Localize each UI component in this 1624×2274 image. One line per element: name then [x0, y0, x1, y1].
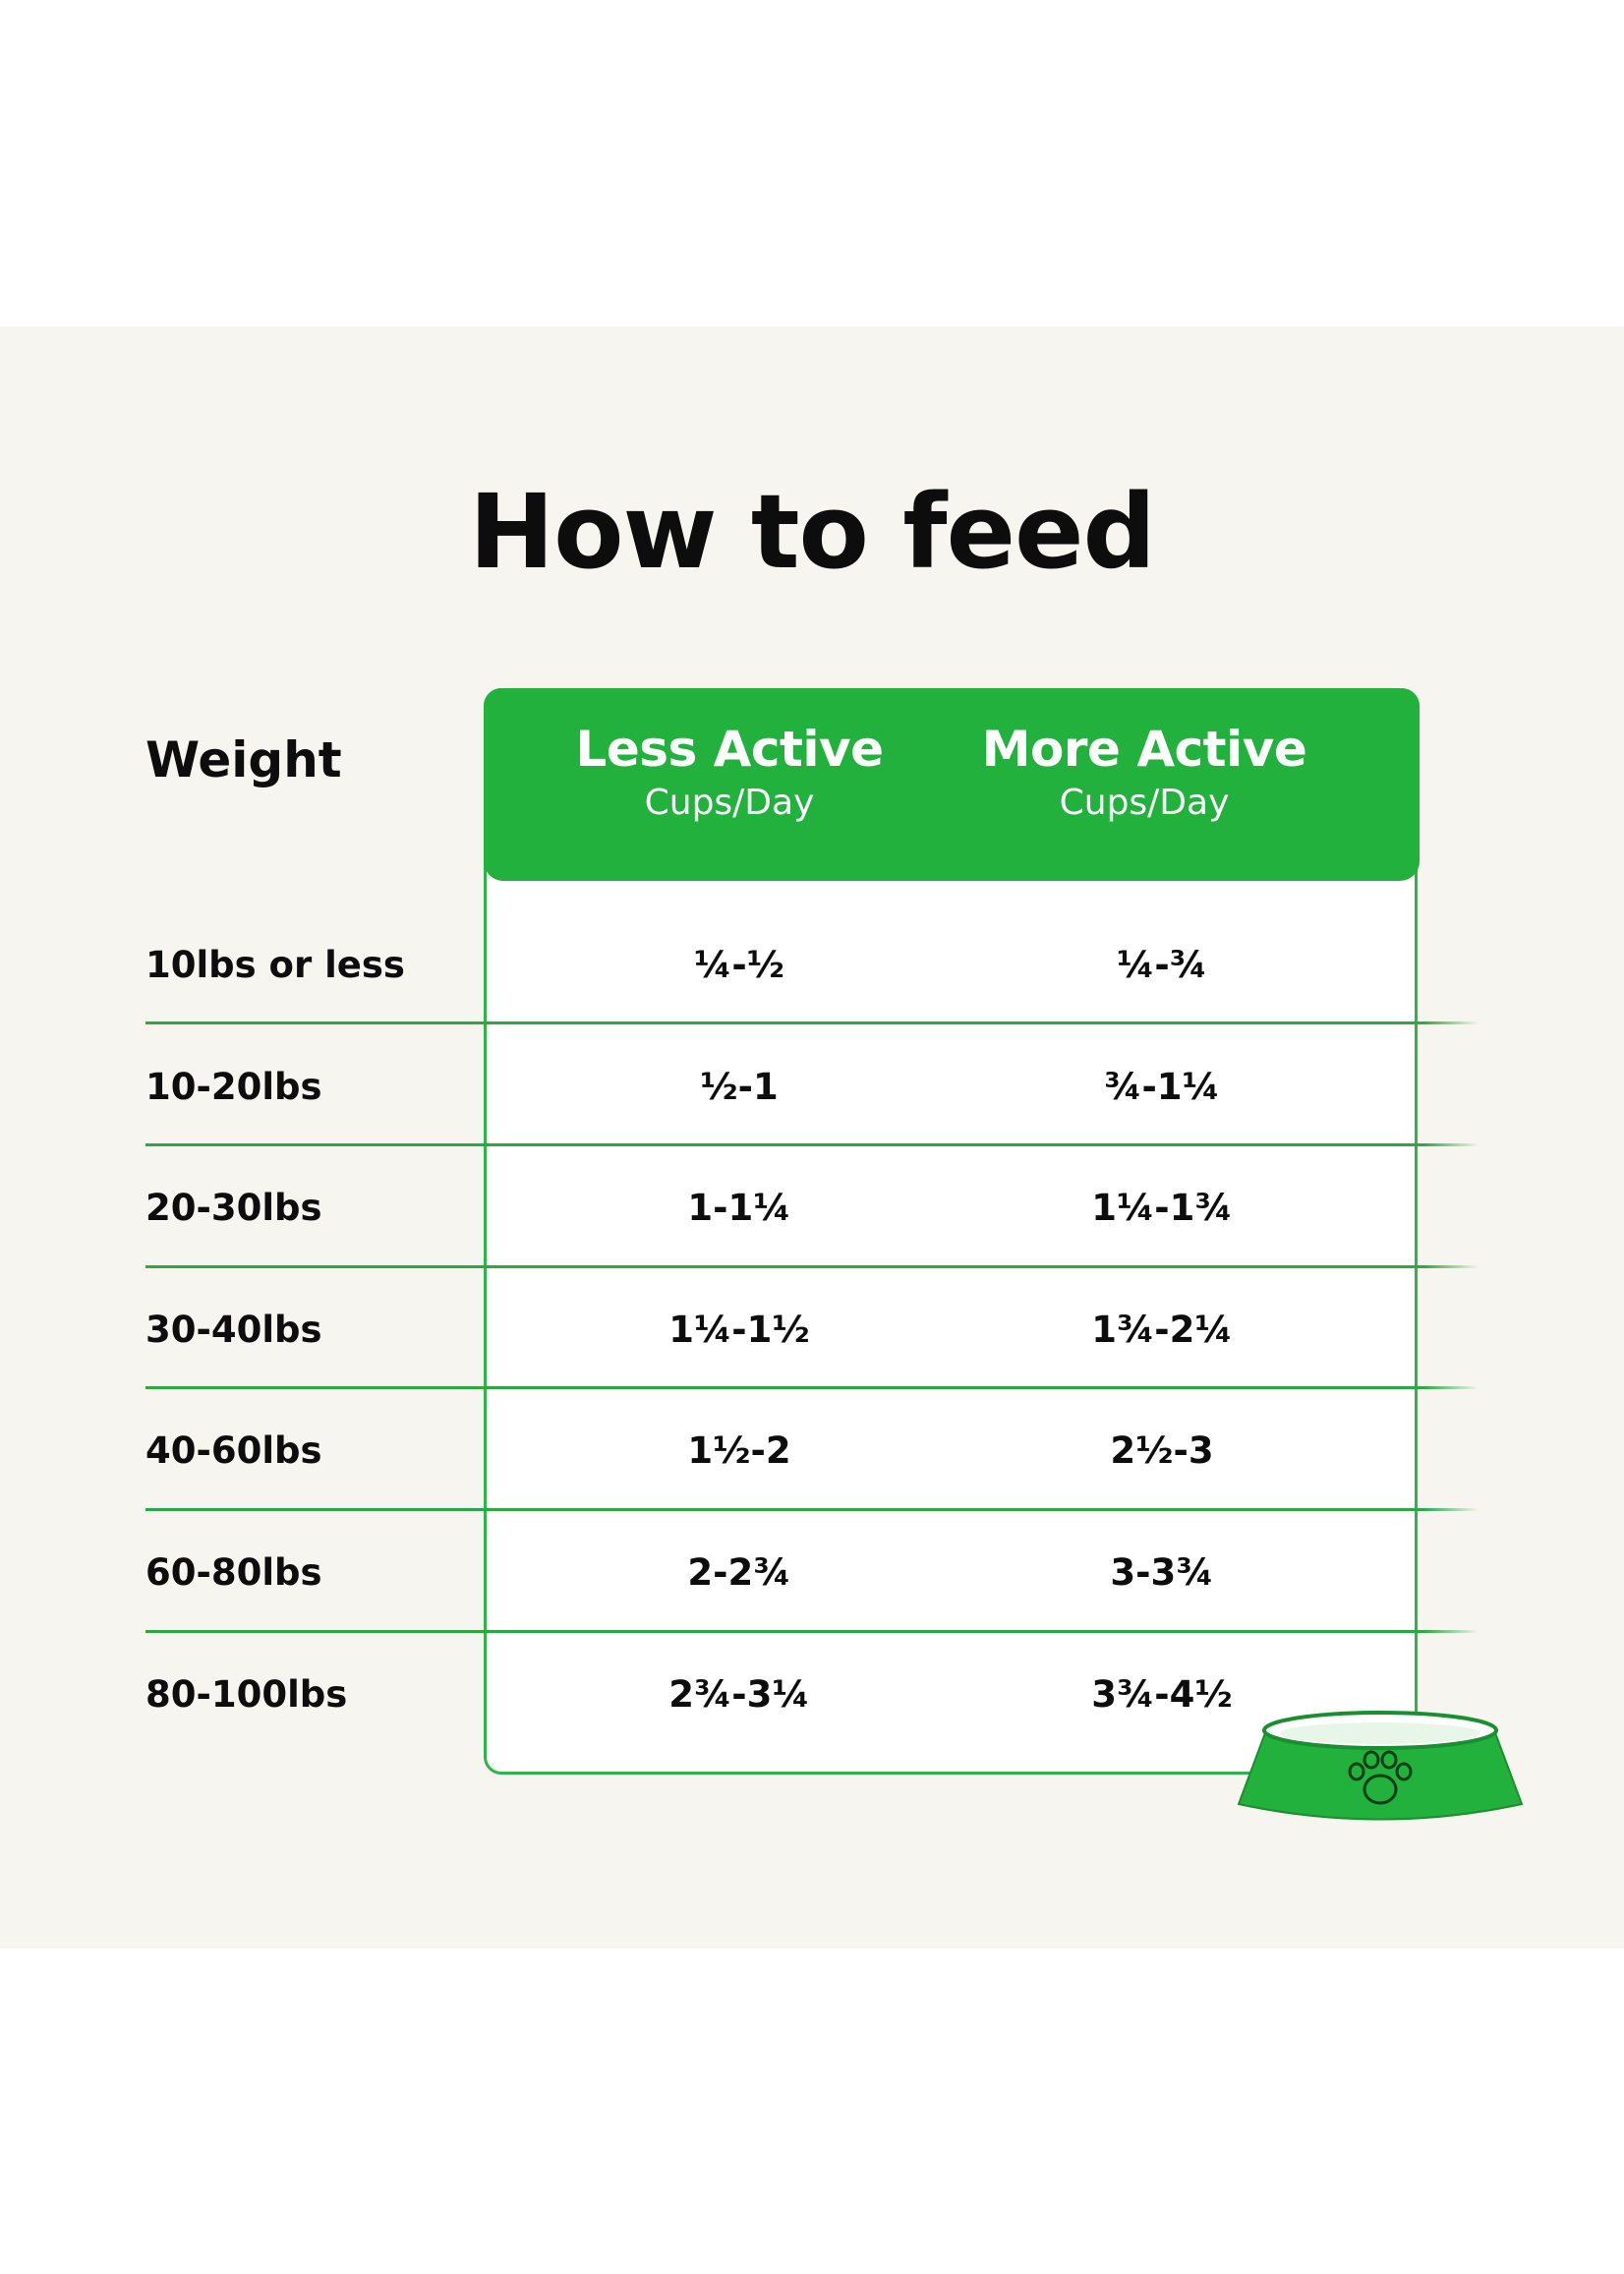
row-more-active: 2½-3 [1110, 1429, 1214, 1472]
row-weight: 10-20lbs [145, 1066, 322, 1108]
row-less-active: 1½-2 [687, 1429, 791, 1472]
row-weight: 10lbs or less [145, 944, 405, 986]
less-active-unit: Cups/Day [644, 783, 815, 823]
feeding-table-header: Less Active Cups/Day More Active Cups/Da… [484, 688, 1420, 881]
row-divider [145, 1508, 1479, 1511]
row-more-active: 1¾-2¼ [1091, 1309, 1233, 1351]
page-title: How to feed [469, 472, 1156, 592]
row-more-active: 1¼-1¾ [1091, 1187, 1233, 1229]
more-active-unit: Cups/Day [1059, 783, 1230, 823]
row-more-active: 3-3¾ [1110, 1551, 1214, 1594]
row-divider [145, 1630, 1479, 1633]
row-weight: 20-30lbs [145, 1187, 322, 1229]
content-panel: How to feed Weight Less Active Cups/Day … [0, 326, 1624, 1949]
weight-column-header: Weight [145, 731, 342, 788]
row-less-active: 1-1¼ [687, 1187, 791, 1229]
row-less-active: 1¼-1½ [668, 1309, 810, 1351]
row-more-active: ¼-¾ [1117, 944, 1207, 986]
row-divider [145, 1021, 1479, 1024]
row-divider [145, 1386, 1479, 1389]
row-divider [145, 1265, 1479, 1268]
row-weight: 60-80lbs [145, 1551, 322, 1594]
row-weight: 40-60lbs [145, 1429, 322, 1472]
row-less-active: 2-2¾ [687, 1551, 791, 1594]
row-divider [145, 1143, 1479, 1146]
row-less-active: ½-1 [700, 1066, 779, 1108]
row-less-active: ¼-½ [694, 944, 784, 986]
row-weight: 80-100lbs [145, 1673, 348, 1716]
row-weight: 30-40lbs [145, 1309, 322, 1351]
less-active-header: Less Active Cups/Day [523, 720, 936, 828]
dog-bowl-paw-icon [1237, 1711, 1524, 1821]
row-more-active: 3¾-4½ [1091, 1673, 1233, 1716]
more-active-label: More Active [981, 721, 1307, 778]
row-more-active: ¾-1¼ [1104, 1066, 1220, 1108]
row-less-active: 2¾-3¼ [668, 1673, 810, 1716]
less-active-label: Less Active [575, 721, 884, 778]
more-active-header: More Active Cups/Day [938, 720, 1351, 828]
